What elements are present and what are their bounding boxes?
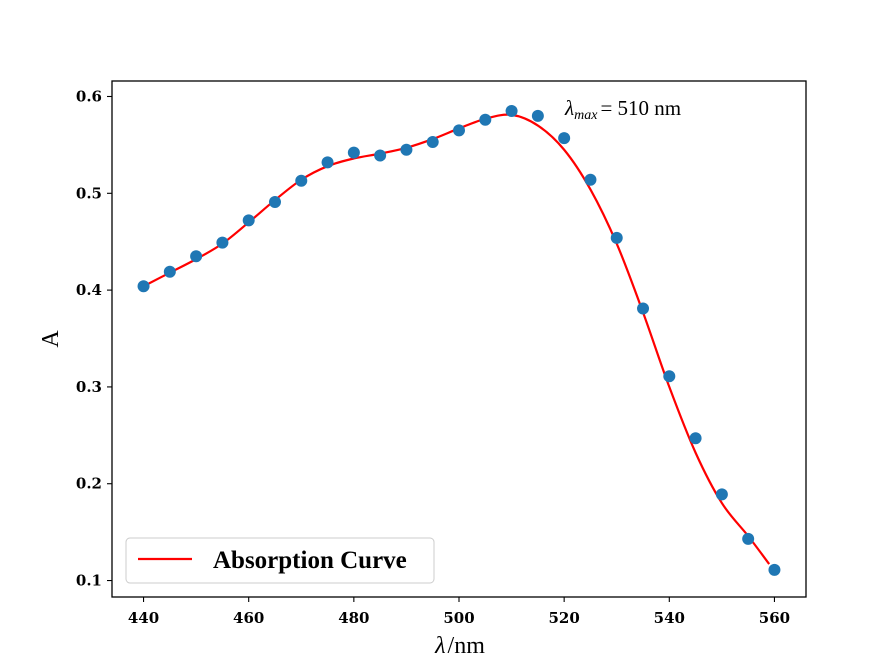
plot-frame <box>111 80 807 598</box>
lambda-max-annotation: λmax = 510 nm <box>564 96 681 123</box>
data-point <box>637 302 650 315</box>
data-point <box>268 196 281 209</box>
data-point <box>479 113 492 126</box>
y-tick-label: 0.6 <box>76 87 102 105</box>
data-point <box>531 109 544 122</box>
data-point <box>216 236 229 249</box>
legend-box <box>125 537 435 584</box>
x-tick-label: 540 <box>654 609 685 627</box>
legend-label: Absorption Curve <box>213 547 407 574</box>
y-tick-label: 0.1 <box>76 572 102 590</box>
x-tick-label: 440 <box>128 609 159 627</box>
data-point <box>190 250 203 263</box>
data-point <box>610 231 623 244</box>
x-tick-label: 500 <box>443 609 474 627</box>
y-tick-label: 0.3 <box>76 378 102 396</box>
data-point <box>400 143 413 156</box>
data-point <box>558 132 571 145</box>
plot-area <box>137 105 781 576</box>
data-point <box>426 135 439 148</box>
data-point <box>137 280 150 293</box>
y-axis-label: A <box>38 330 64 348</box>
data-point <box>374 149 387 162</box>
y-tick-label: 0.2 <box>76 475 102 493</box>
x-tick-label: 520 <box>548 609 579 627</box>
x-tick-label: 460 <box>233 609 264 627</box>
data-point <box>768 563 781 576</box>
data-point <box>505 105 518 118</box>
data-point <box>242 214 255 227</box>
absorption-curve-line <box>143 113 771 565</box>
data-point <box>453 124 465 137</box>
data-point <box>347 146 360 159</box>
data-point <box>584 173 597 186</box>
x-tick-label: 560 <box>759 609 790 627</box>
data-point <box>715 488 728 501</box>
data-point <box>295 174 308 187</box>
x-axis-label: λ/nm <box>434 633 485 659</box>
x-tick-label: 480 <box>338 609 369 627</box>
legend: Absorption Curve <box>125 537 435 584</box>
data-point <box>163 265 176 278</box>
data-point <box>742 532 755 545</box>
y-tick-label: 0.5 <box>76 184 102 202</box>
axes: 440 460 480 500 520 540 560 0.1 0.2 0.3 0.4 0.5 0.6 <box>76 80 807 627</box>
data-point <box>321 156 334 169</box>
data-point <box>663 370 676 383</box>
y-tick-label: 0.4 <box>76 281 102 299</box>
data-point <box>689 432 702 445</box>
